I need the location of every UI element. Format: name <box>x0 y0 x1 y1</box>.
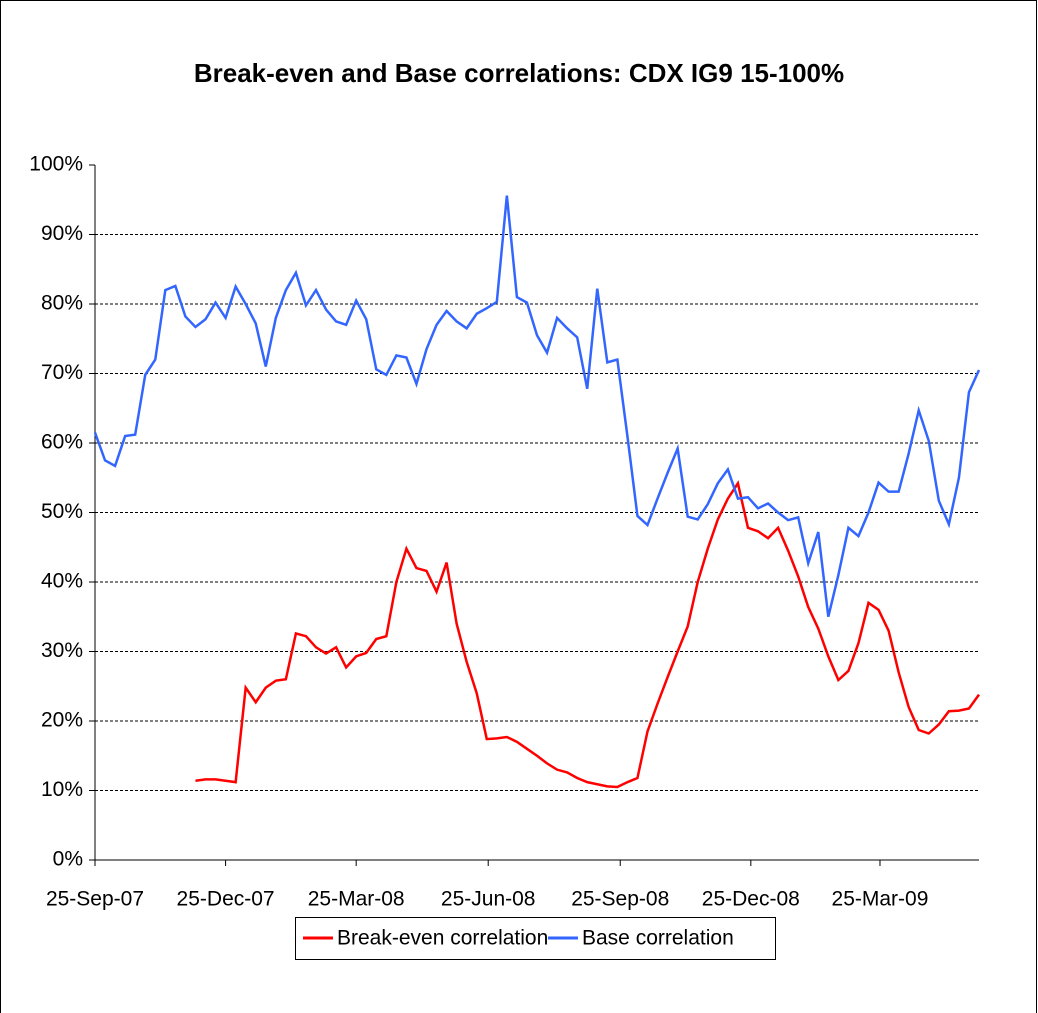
y-tick-label: 90% <box>41 222 83 245</box>
x-tick-label: 25-Mar-09 <box>832 888 929 911</box>
legend-label: Break-even correlation <box>337 927 548 950</box>
y-tick-label: 40% <box>41 570 83 593</box>
y-tick-label: 20% <box>41 709 83 732</box>
y-tick-label: 80% <box>41 292 83 315</box>
x-tick-label: 25-Sep-08 <box>571 888 669 911</box>
y-tick-label: 70% <box>41 361 83 384</box>
x-tick-label: 25-Sep-07 <box>46 888 144 911</box>
y-tick-label: 30% <box>41 639 83 662</box>
x-tick-label: 25-Dec-07 <box>177 888 275 911</box>
y-tick-label: 50% <box>41 500 83 523</box>
y-tick-label: 0% <box>53 848 83 871</box>
chart-title: Break-even and Base correlations: CDX IG… <box>194 58 844 88</box>
series-line <box>93 195 981 618</box>
y-tick-label: 100% <box>29 153 83 176</box>
x-tick-label: 25-Mar-08 <box>308 888 405 911</box>
x-tick-label: 25-Dec-08 <box>702 888 800 911</box>
y-tick-label: 60% <box>41 431 83 454</box>
legend-box <box>295 917 776 960</box>
x-tick-label: 25-Jun-08 <box>441 888 536 911</box>
legend-label: Base correlation <box>582 927 734 950</box>
series-line <box>195 480 981 789</box>
y-tick-label: 10% <box>41 778 83 801</box>
